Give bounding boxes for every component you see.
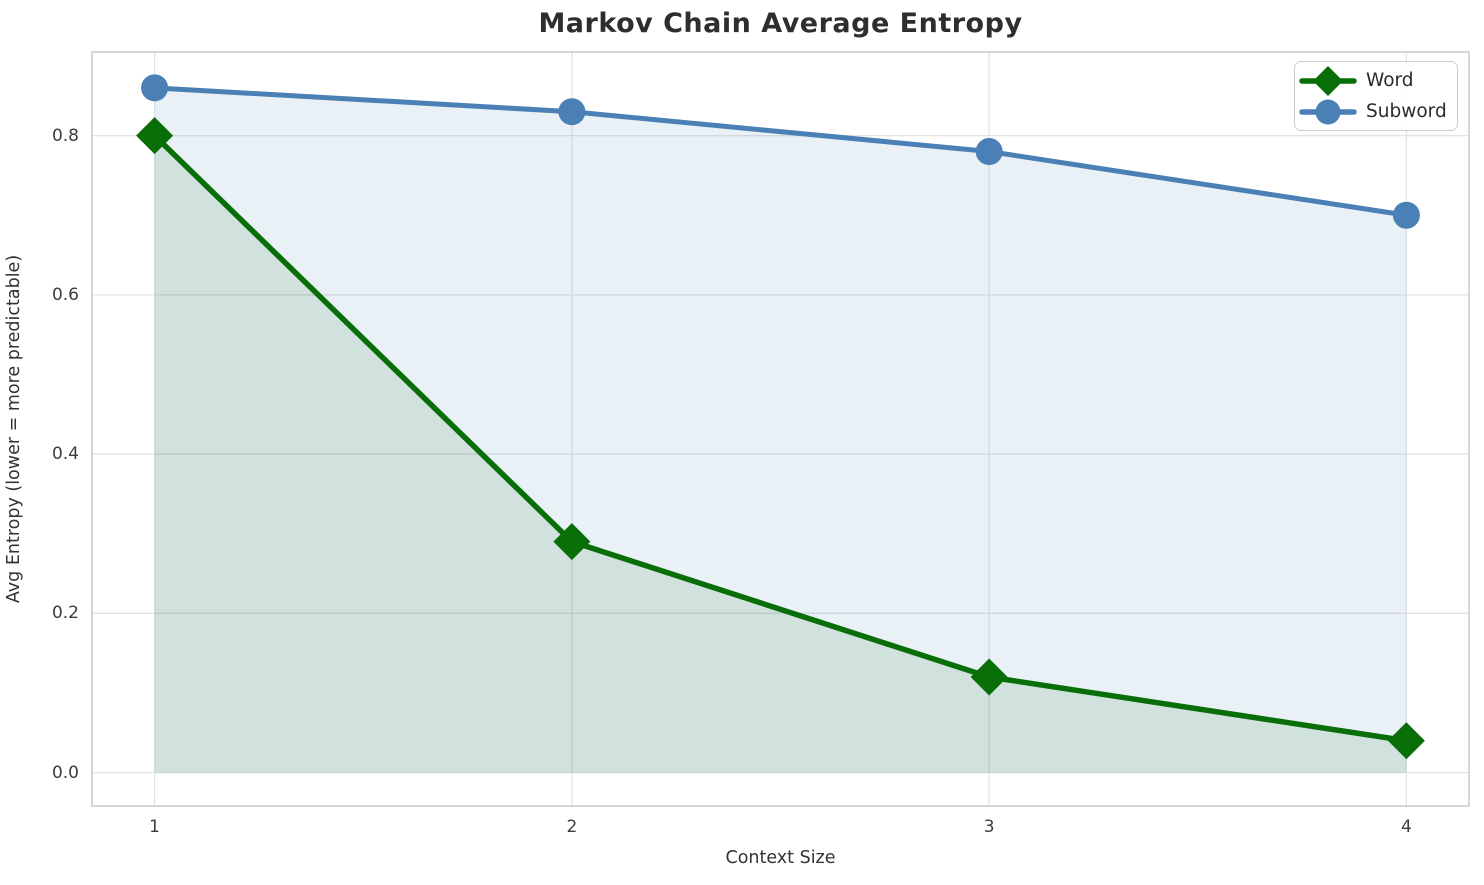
- marker-circle-subword: [141, 74, 169, 102]
- area-fill-word: [154, 135, 1407, 773]
- marker-circle-subword: [975, 138, 1003, 166]
- legend-item-subword: Subword: [1299, 97, 1451, 127]
- marker-circle-subword: [1392, 201, 1420, 229]
- axes-spines: [91, 51, 1470, 807]
- y-tick-label: 0.0: [51, 762, 79, 783]
- area-fill-subword: [154, 87, 1407, 773]
- legend-label-word: Word: [1366, 70, 1414, 91]
- y-tick-label: 0.4: [51, 444, 79, 465]
- y-tick-label: 0.8: [51, 125, 79, 146]
- y-tick-label: 0.6: [51, 284, 79, 305]
- y-tick-label: 0.2: [51, 603, 79, 624]
- x-axis-label: Context Size: [725, 848, 836, 868]
- chart-title: Markov Chain Average Entropy: [538, 8, 1023, 39]
- x-tick-label: 3: [983, 817, 995, 837]
- series-line-word: [151, 132, 1410, 744]
- circle-marker-icon: [1299, 99, 1357, 124]
- legend-circle-icon: [1315, 99, 1341, 124]
- legend-item-word: Word: [1299, 65, 1451, 96]
- legend: Word Subword: [1294, 61, 1458, 131]
- marker-diamond-word: [1387, 722, 1425, 760]
- legend-diamond-icon: [1313, 65, 1343, 96]
- y-axis-label: Avg Entropy (lower = more predictable): [4, 254, 24, 604]
- diamond-marker-icon: [1299, 65, 1357, 96]
- legend-label-subword: Subword: [1366, 101, 1447, 122]
- x-tick-label: 4: [1400, 817, 1412, 837]
- marker-circle-subword: [558, 98, 586, 126]
- x-tick-label: 2: [566, 817, 578, 837]
- marker-diamond-word: [136, 117, 174, 155]
- marker-diamond-word: [553, 523, 591, 561]
- series-line-subword: [152, 85, 1409, 218]
- marker-diamond-word: [970, 658, 1008, 696]
- x-tick-label: 1: [149, 817, 160, 837]
